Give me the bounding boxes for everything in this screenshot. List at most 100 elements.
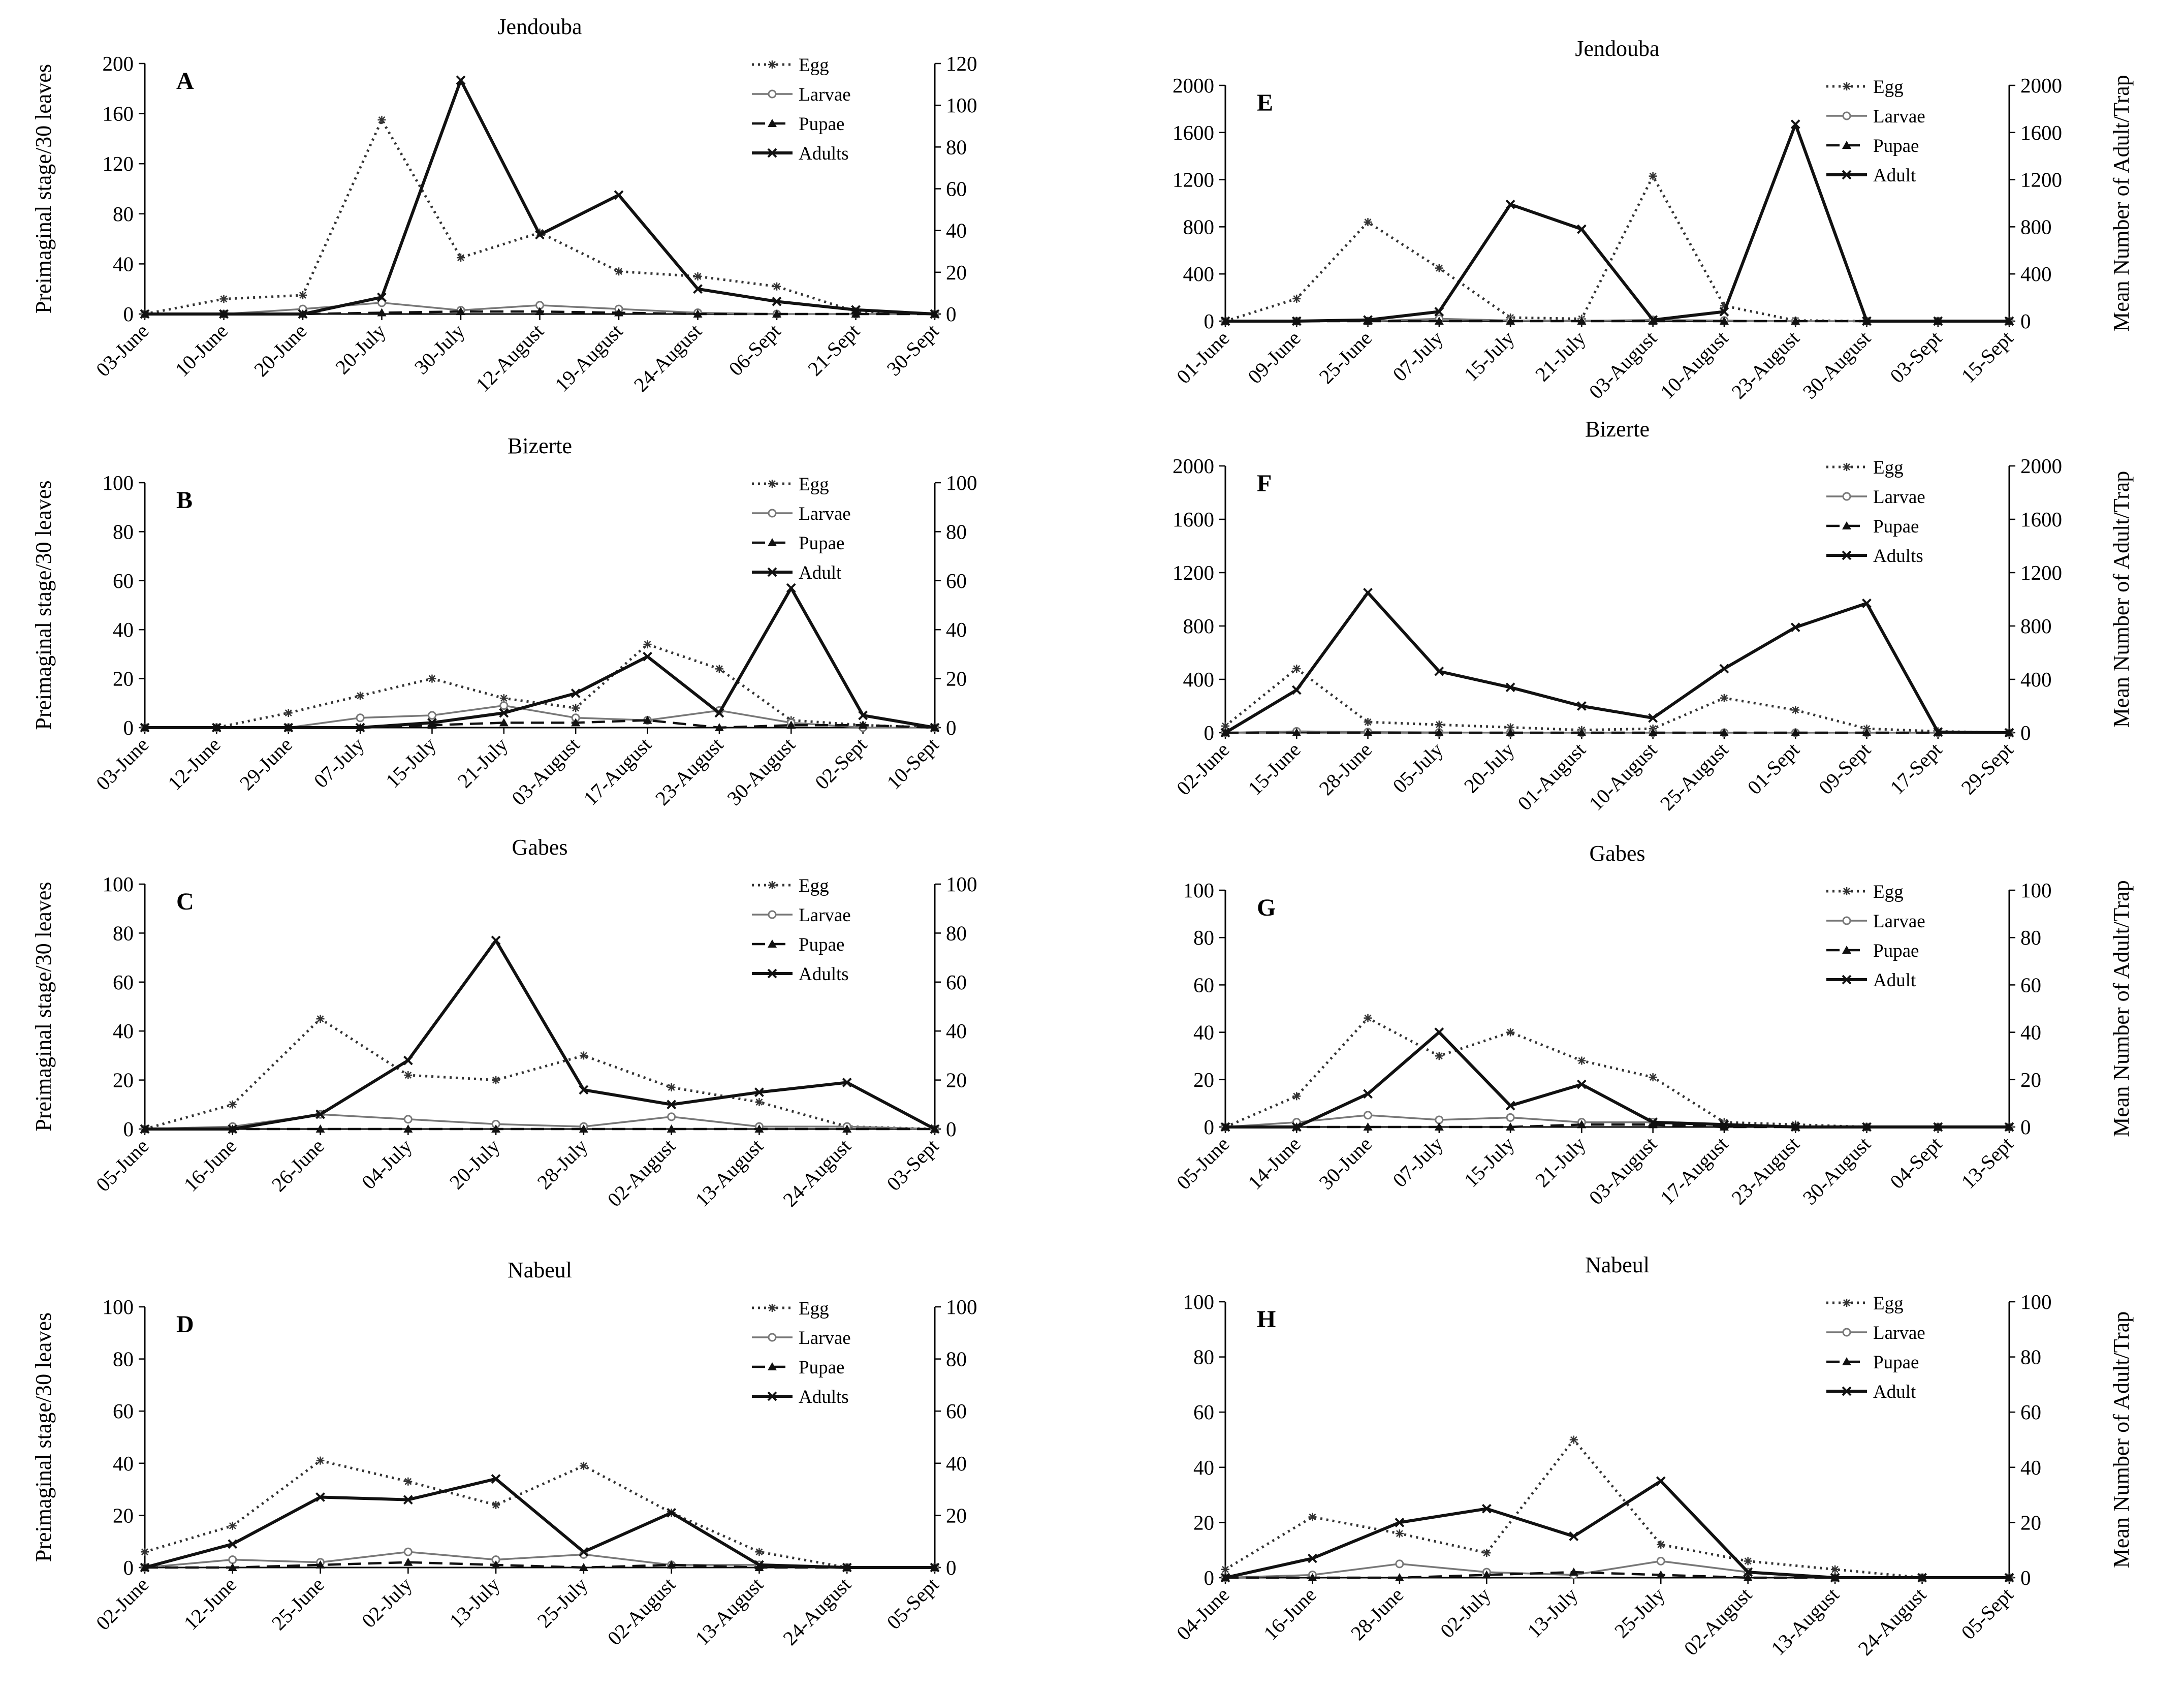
data-point-pupae: [1743, 1573, 1753, 1581]
data-point-adults: [491, 1474, 501, 1484]
data-point-adults: [1363, 587, 1373, 598]
y-tick-right-label: 20: [946, 1069, 967, 1092]
y-tick-left-label: 0: [1204, 721, 1215, 744]
data-point-egg: [1292, 1092, 1301, 1101]
y-tick-right-label: 40: [946, 1019, 967, 1043]
data-point-larvae: [1364, 1111, 1373, 1120]
data-point-adults: [1719, 664, 1729, 674]
y-tick-left-label: 60: [1193, 973, 1214, 996]
legend-label-adults: Adults: [799, 143, 849, 164]
data-point-egg: [228, 1100, 237, 1109]
data-point-egg: [404, 1071, 413, 1079]
data-point-adults: [456, 75, 466, 85]
data-point-pupae: [535, 307, 545, 316]
legend-marker-larvae: [768, 509, 777, 518]
data-point-pupae: [1292, 728, 1302, 736]
legend-marker-pupae: [1842, 946, 1851, 954]
y-tick-right-label: 20: [946, 667, 967, 691]
data-point-adult: [1933, 316, 1943, 326]
data-point-pupae: [851, 309, 861, 318]
y-tick-right-label: 1600: [2020, 121, 2062, 144]
data-point-egg: [1395, 1529, 1404, 1538]
legend-marker-egg: [768, 881, 776, 889]
legend-label-egg: Egg: [1873, 882, 1904, 902]
legend-label-pupae: Pupae: [1873, 941, 1919, 961]
y-tick-right-label: 0: [946, 1117, 957, 1141]
y-tick-right-label: 20: [2020, 1511, 2041, 1534]
data-point-egg: [1649, 1073, 1657, 1082]
data-point-egg: [643, 640, 652, 649]
legend-label-egg: Egg: [799, 1298, 829, 1319]
legend-marker-adults: [767, 148, 777, 158]
legend-marker-adult: [767, 567, 777, 577]
data-point-adult: [283, 723, 294, 733]
y-tick-left-label: 20: [1193, 1068, 1214, 1091]
data-point-egg: [667, 1083, 676, 1092]
data-point-egg: [1364, 1014, 1372, 1022]
y-tick-right-label: 40: [946, 219, 967, 242]
y-tick-left-label: 80: [1193, 1345, 1214, 1369]
data-point-pupae: [1569, 1568, 1578, 1576]
data-point-pupae: [1506, 1122, 1515, 1131]
legend-label-adult: Adult: [1873, 1382, 1916, 1402]
data-point-pupae: [1862, 728, 1872, 736]
data-point-adult: [1790, 1122, 1800, 1132]
y-tick-left-label: 100: [103, 1295, 134, 1319]
data-point-adult: [1291, 316, 1302, 326]
data-point-pupae: [1577, 317, 1587, 325]
legend-marker-larvae: [768, 89, 777, 99]
series-line-egg-f: [1224, 667, 2010, 734]
legend-label-adult: Adult: [799, 562, 842, 583]
data-point-pupae: [1648, 1120, 1658, 1129]
data-point-egg: [492, 1500, 500, 1509]
y-tick-left-label: 0: [1204, 1566, 1215, 1589]
data-point-adults: [842, 1078, 852, 1087]
panel-title-f: Bizerte: [1585, 417, 1650, 442]
legend-marker-egg: [1843, 463, 1851, 471]
series-line-adults-d: [144, 1477, 935, 1569]
legend-label-pupae: Pupae: [799, 1357, 844, 1378]
data-point-adult: [427, 717, 437, 728]
data-point-larvae: [1656, 1556, 1665, 1565]
y-tick-right-label: 40: [946, 618, 967, 641]
data-point-adults: [772, 296, 782, 306]
y-tick-left-label: 0: [123, 1556, 134, 1579]
y-tick-left-label: 1200: [1173, 561, 1214, 584]
data-point-adult: [1363, 315, 1373, 325]
legend-marker-egg: [768, 60, 776, 69]
legend-label-egg: Egg: [1873, 1293, 1904, 1314]
data-point-pupae: [842, 1124, 852, 1133]
y-tick-right-label: 60: [946, 1399, 967, 1423]
series-line-egg-g: [1225, 1017, 2009, 1129]
panel-title-b: Bizerte: [508, 433, 572, 458]
data-point-adults: [140, 1124, 150, 1134]
y-tick-left-label: 100: [103, 471, 134, 494]
data-point-egg: [141, 1548, 149, 1556]
y-tick-left-label: 80: [113, 520, 134, 543]
data-point-adult: [1363, 1089, 1373, 1099]
data-point-adult: [1481, 1503, 1492, 1514]
legend-marker-adults: [767, 968, 777, 979]
y-tick-left-label: 100: [1183, 879, 1215, 902]
data-point-larvae: [499, 701, 509, 710]
y-tick-left-label: 80: [1193, 926, 1214, 949]
data-point-adults: [403, 1055, 413, 1066]
panel-letter-e: E: [1257, 89, 1273, 116]
data-point-pupae: [754, 1124, 764, 1133]
data-point-adult: [1576, 1079, 1587, 1089]
y-tick-left-label: 100: [1183, 1290, 1215, 1313]
y-tick-right-label: 60: [2020, 973, 2041, 996]
legend-marker-adult: [1842, 170, 1852, 180]
y-tick-right-label: 80: [2020, 1345, 2041, 1369]
data-point-adults: [667, 1100, 677, 1110]
data-point-pupae: [1656, 1570, 1666, 1579]
data-point-adult: [1291, 1122, 1302, 1132]
data-point-adult: [1395, 1517, 1405, 1527]
series-line-adult-e: [1225, 122, 2009, 323]
legend-marker-egg: [1843, 82, 1851, 90]
data-point-egg: [1831, 1565, 1840, 1574]
y-tick-right-label: 1200: [2020, 168, 2062, 192]
legend-label-larvae: Larvae: [799, 504, 851, 524]
y-tick-right-label: 60: [946, 177, 967, 201]
data-point-adult: [1648, 315, 1658, 325]
